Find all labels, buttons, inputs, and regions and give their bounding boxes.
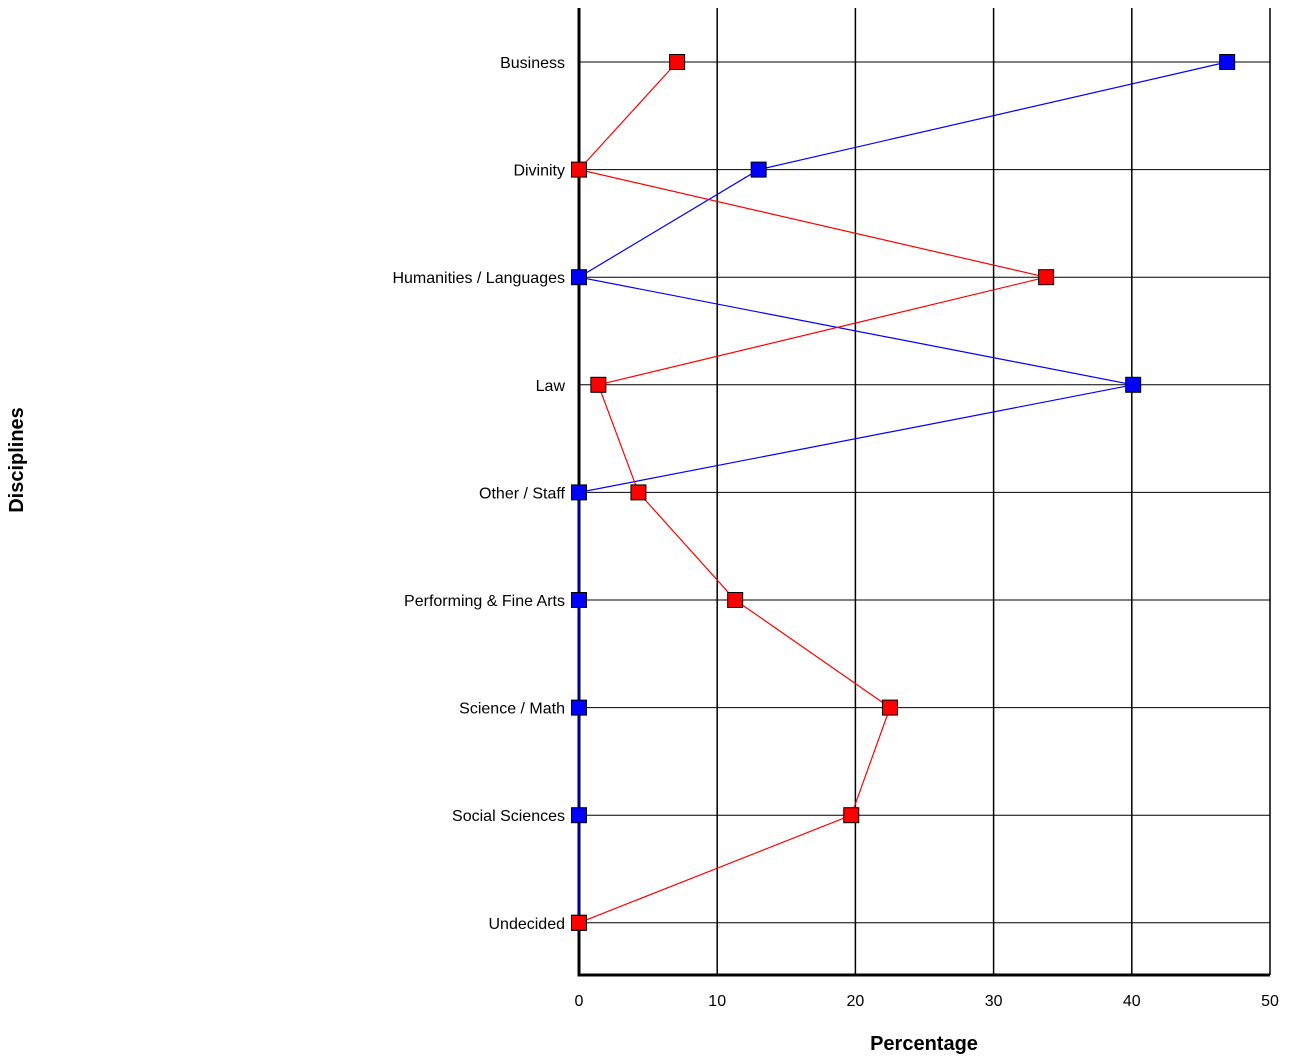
x-tick-label: 0 xyxy=(575,993,584,1010)
horizontal-gridlines xyxy=(579,61,1270,924)
y-tick-labels: Business Divinity Humanities / Languages La… xyxy=(392,55,565,933)
y-tick-label: Divinity xyxy=(513,163,565,180)
data-point xyxy=(571,484,587,501)
x-tick-label: 40 xyxy=(1123,993,1141,1010)
y-tick-label: Humanities / Languages xyxy=(392,270,565,287)
x-tick-label: 30 xyxy=(985,993,1003,1010)
data-point xyxy=(1038,269,1055,286)
data-point xyxy=(881,699,898,716)
x-tick-label: 50 xyxy=(1261,993,1279,1010)
y-tick-label: Undecided xyxy=(489,916,566,933)
data-point xyxy=(590,376,607,393)
data-point xyxy=(571,699,587,716)
data-point xyxy=(750,161,767,178)
x-tick-label: 20 xyxy=(847,993,865,1010)
y-tick-label: Social Sciences xyxy=(452,808,565,825)
y-tick-label: Law xyxy=(536,378,566,395)
x-tick-labels: 0 10 20 30 40 50 xyxy=(575,993,1279,1010)
data-point xyxy=(571,269,587,286)
series-points xyxy=(571,54,1236,931)
y-tick-label: Business xyxy=(500,55,565,72)
data-point xyxy=(630,484,647,501)
x-axis-title: Percentage xyxy=(870,1033,978,1055)
y-tick-label: Science / Math xyxy=(459,701,565,718)
data-point xyxy=(571,161,587,178)
x-tick-label: 10 xyxy=(708,993,726,1010)
data-point xyxy=(571,807,587,824)
data-point xyxy=(1125,376,1142,393)
y-axis-title: Disciplines xyxy=(6,407,28,513)
y-tick-label: Other / Staff xyxy=(479,485,566,502)
data-point xyxy=(727,592,744,608)
data-point xyxy=(1219,54,1236,70)
data-point xyxy=(571,914,587,931)
y-tick-label: Performing & Fine Arts xyxy=(404,593,565,610)
data-point xyxy=(669,54,686,70)
data-point xyxy=(843,807,860,824)
vertical-gridlines xyxy=(716,8,1271,975)
axes xyxy=(577,8,1270,977)
data-point xyxy=(571,592,587,608)
